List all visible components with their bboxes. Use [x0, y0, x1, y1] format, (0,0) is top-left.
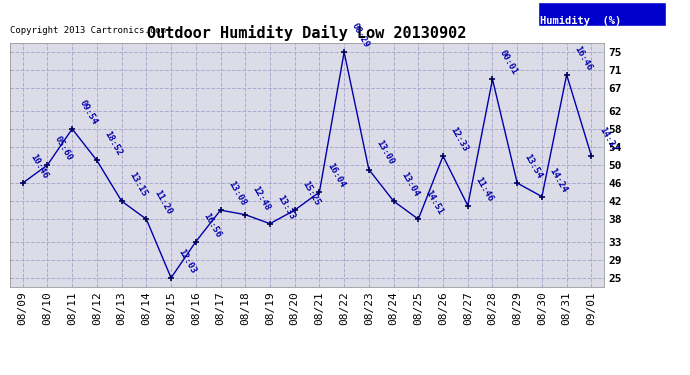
Text: 14:51: 14:51: [424, 189, 445, 216]
Text: 11:20: 11:20: [152, 189, 173, 216]
Text: 08:29: 08:29: [350, 22, 371, 50]
Text: 13:15: 13:15: [127, 171, 148, 198]
Text: 16:56: 16:56: [201, 211, 223, 239]
Text: Copyright 2013 Cartronics.com: Copyright 2013 Cartronics.com: [10, 26, 166, 35]
Text: 00:01: 00:01: [498, 49, 520, 76]
Text: 11:46: 11:46: [473, 175, 495, 203]
Text: 16:04: 16:04: [325, 162, 346, 189]
Text: 18:52: 18:52: [102, 130, 124, 158]
Text: 15:25: 15:25: [300, 180, 322, 207]
Text: 13:00: 13:00: [375, 139, 395, 167]
Text: 09:54: 09:54: [78, 98, 99, 126]
Text: 13:54: 13:54: [523, 153, 544, 180]
Text: 13:08: 13:08: [226, 180, 247, 207]
Text: 14:24: 14:24: [547, 166, 569, 194]
Text: 13:04: 13:04: [399, 171, 420, 198]
Text: 10:46: 10:46: [28, 153, 50, 180]
Text: 05:60: 05:60: [53, 135, 75, 162]
Text: 12:03: 12:03: [177, 247, 198, 275]
Text: 16:46: 16:46: [572, 44, 593, 72]
Text: 12:33: 12:33: [448, 125, 470, 153]
Text: 13:33: 13:33: [275, 193, 297, 221]
Text: 14:37: 14:37: [597, 125, 618, 153]
Text: 12:48: 12:48: [250, 184, 272, 212]
Text: Humidity  (%): Humidity (%): [540, 16, 622, 26]
Title: Outdoor Humidity Daily Low 20130902: Outdoor Humidity Daily Low 20130902: [148, 25, 466, 40]
